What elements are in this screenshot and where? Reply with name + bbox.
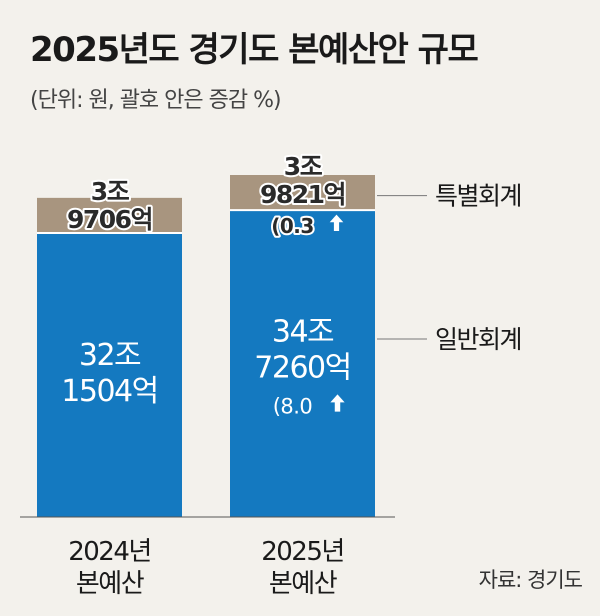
bar-special-1 — [230, 175, 375, 211]
general-label-line2-0: 1504억 — [61, 374, 157, 409]
source-note: 자료: 경기도 — [478, 568, 583, 592]
bar-general-1 — [230, 210, 375, 517]
bar-special-0 — [37, 197, 182, 233]
legend-label-general: 일반회계 — [435, 325, 521, 354]
special-label-change-1: (0.3 — [271, 214, 314, 238]
special-label-line2-0: 9706억 — [67, 205, 152, 234]
general-change-arrow-1 — [330, 394, 345, 412]
special-change-arrow-1 — [329, 214, 344, 231]
special-label-line1-1: 3조 — [284, 152, 323, 181]
category-label-line1-1: 2025년 — [261, 537, 344, 567]
chart-subtitle: (단위: 원, 괄호 안은 증감 %) — [30, 88, 282, 113]
category-label-line2-1: 본예산 — [269, 569, 337, 599]
general-label-line2-1: 7260억 — [254, 351, 350, 386]
special-label-line1-0: 3조 — [91, 177, 130, 206]
legend-label-special: 특별회계 — [435, 182, 521, 211]
special-label-line2-1: 9821억 — [260, 180, 345, 209]
general-label-line1-1: 34조 — [272, 315, 334, 350]
category-label-line1-0: 2024년 — [68, 537, 151, 567]
general-label-line1-0: 32조 — [79, 338, 141, 373]
category-label-line2-0: 본예산 — [76, 569, 144, 599]
bar-general-0 — [37, 232, 182, 517]
chart-title: 2025년도 경기도 본예산안 규모 — [30, 30, 479, 70]
general-label-change-1: (8.0 — [273, 395, 313, 419]
